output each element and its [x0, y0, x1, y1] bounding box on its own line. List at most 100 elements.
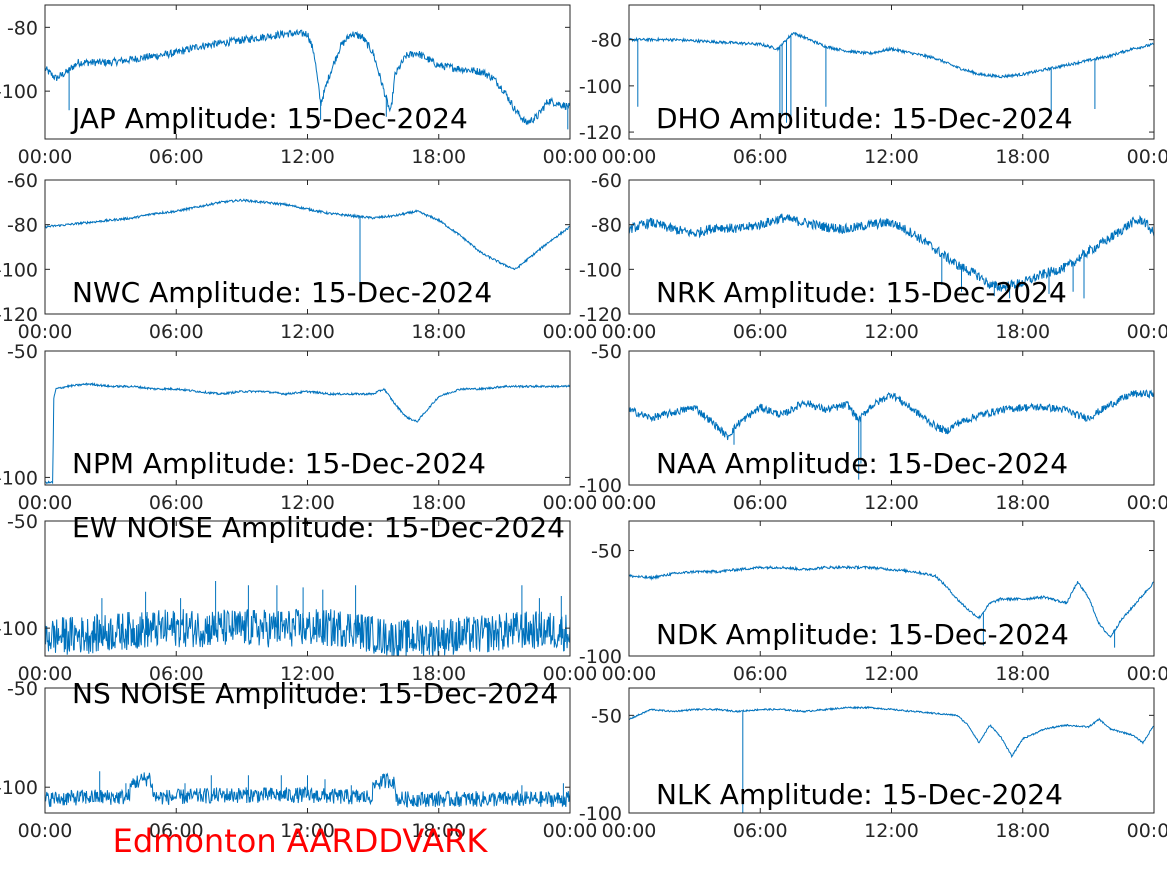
y-tick-label: -80 — [7, 215, 38, 237]
x-tick-label: 00:00 — [1127, 820, 1167, 842]
x-tick-label: 12:00 — [280, 663, 335, 685]
x-tick-label: 18:00 — [411, 492, 466, 514]
panel-title: EW NOISE Amplitude: 15-Dec-2024 — [72, 511, 565, 544]
chart-panel: 00:00 06:00 12:00 18:00 00:00 -60 -80 -100 -120 N… — [579, 170, 1167, 343]
y-tick-label: -100 — [0, 618, 38, 640]
panel-title: NWC Amplitude: 15-Dec-2024 — [72, 276, 492, 309]
x-tick-label: 00:00 — [1127, 663, 1167, 685]
chart-panel: 00:00 06:00 12:00 18:00 00:00 -50 -100 EW NOISE… — [0, 511, 597, 685]
x-tick-label: 06:00 — [149, 663, 204, 685]
x-tick-label: 00:00 — [18, 321, 73, 343]
x-tick-label: 18:00 — [995, 492, 1050, 514]
x-tick-label: 00:00 — [543, 820, 598, 842]
x-tick-label: 00:00 — [602, 820, 657, 842]
x-tick-label: 18:00 — [411, 321, 466, 343]
amplitude-trace — [45, 28, 570, 130]
station-footer-label: Edmonton AARDDVARK — [113, 822, 489, 860]
panels-layer: 00:00 06:00 12:00 18:00 00:00 -80 -100 JAP Ampl… — [0, 4, 1167, 842]
panel-title: NDK Amplitude: 15-Dec-2024 — [656, 618, 1069, 651]
x-tick-label: 06:00 — [733, 663, 788, 685]
x-tick-label: 12:00 — [864, 663, 919, 685]
y-tick-label: -100 — [579, 646, 622, 668]
panel-title: NRK Amplitude: 15-Dec-2024 — [656, 276, 1067, 309]
panel-title: DHO Amplitude: 15-Dec-2024 — [656, 102, 1073, 135]
y-tick-label: -100 — [579, 259, 622, 281]
amplitude-trace — [45, 581, 570, 656]
x-tick-label: 12:00 — [864, 492, 919, 514]
chart-panel: 00:00 06:00 12:00 18:00 00:00 -50 -100 NS NOISE… — [0, 677, 597, 842]
chart-panel: 00:00 06:00 12:00 18:00 00:00 -50 -100 NLK Ampl… — [579, 687, 1167, 842]
x-tick-label: 00:00 — [602, 146, 657, 168]
x-tick-label: 06:00 — [733, 146, 788, 168]
x-tick-label: 18:00 — [995, 146, 1050, 168]
y-tick-label: -100 — [0, 777, 38, 799]
x-tick-label: 12:00 — [864, 146, 919, 168]
x-tick-label: 00:00 — [543, 663, 598, 685]
y-tick-label: -100 — [579, 76, 622, 98]
y-tick-label: -100 — [0, 259, 38, 281]
x-tick-label: 06:00 — [149, 146, 204, 168]
x-tick-label: 00:00 — [1127, 146, 1167, 168]
chart-panel: 00:00 06:00 12:00 18:00 00:00 -80 -100 JAP Ampl… — [0, 4, 598, 168]
x-tick-label: 12:00 — [864, 820, 919, 842]
x-tick-label: 00:00 — [18, 492, 73, 514]
x-tick-label: 06:00 — [733, 321, 788, 343]
x-tick-label: 12:00 — [864, 321, 919, 343]
panel-title: JAP Amplitude: 15-Dec-2024 — [70, 102, 468, 135]
amplitude-trace — [45, 198, 570, 299]
x-tick-label: 00:00 — [18, 820, 73, 842]
y-tick-label: -60 — [591, 170, 622, 192]
y-tick-label: -80 — [7, 17, 38, 39]
x-tick-label: 18:00 — [995, 820, 1050, 842]
x-tick-label: 06:00 — [733, 492, 788, 514]
x-tick-label: 06:00 — [149, 492, 204, 514]
plot-area — [45, 180, 570, 314]
y-tick-label: -50 — [591, 705, 622, 727]
x-tick-label: 00:00 — [1127, 492, 1167, 514]
x-tick-label: 00:00 — [602, 321, 657, 343]
x-tick-label: 12:00 — [280, 820, 335, 842]
panel-title: NLK Amplitude: 15-Dec-2024 — [656, 778, 1063, 811]
x-tick-label: 00:00 — [543, 321, 598, 343]
y-tick-label: -80 — [591, 30, 622, 52]
x-tick-label: 18:00 — [411, 663, 466, 685]
x-tick-label: 00:00 — [602, 492, 657, 514]
panel-title: NPM Amplitude: 15-Dec-2024 — [72, 447, 486, 480]
plot-area — [45, 351, 570, 485]
plot-area — [629, 180, 1154, 314]
y-tick-label: -50 — [591, 341, 622, 363]
amplitude-trace — [629, 564, 1154, 648]
x-tick-label: 00:00 — [543, 492, 598, 514]
x-tick-label: 00:00 — [543, 146, 598, 168]
plot-area — [629, 5, 1154, 139]
x-tick-label: 06:00 — [733, 820, 788, 842]
x-tick-label: 00:00 — [18, 663, 73, 685]
plot-area — [629, 351, 1154, 485]
amplitude-trace — [45, 382, 570, 485]
y-tick-label: -100 — [0, 81, 38, 103]
x-tick-label: 18:00 — [411, 146, 466, 168]
y-tick-label: -50 — [7, 341, 38, 363]
x-tick-label: 00:00 — [602, 663, 657, 685]
chart-panel: 00:00 06:00 12:00 18:00 00:00 -60 -80 -100 -120 N… — [0, 170, 597, 343]
x-tick-label: 12:00 — [280, 492, 335, 514]
y-tick-label: -50 — [7, 678, 38, 700]
y-tick-label: -100 — [579, 803, 622, 825]
x-tick-label: 06:00 — [149, 820, 204, 842]
x-tick-label: 00:00 — [18, 146, 73, 168]
x-tick-label: 18:00 — [411, 820, 466, 842]
panel-title: NS NOISE Amplitude: 15-Dec-2024 — [72, 677, 558, 710]
y-tick-label: -60 — [7, 170, 38, 192]
x-tick-label: 06:00 — [149, 321, 204, 343]
y-tick-label: -120 — [0, 304, 38, 326]
x-tick-label: 18:00 — [995, 321, 1050, 343]
x-tick-label: 00:00 — [1127, 321, 1167, 343]
amplitude-trace — [629, 389, 1154, 480]
y-tick-label: -100 — [579, 475, 622, 497]
y-tick-label: -80 — [591, 215, 622, 237]
chart-panel: 00:00 06:00 12:00 18:00 00:00 -50 -100 NAA Ampl… — [579, 341, 1167, 514]
chart-panel: 00:00 06:00 12:00 18:00 00:00 -50 -100 NDK Ampl… — [579, 520, 1167, 685]
chart-panel: 00:00 06:00 12:00 18:00 00:00 -80 -100 -120 DHO … — [579, 4, 1167, 168]
chart-panel: 00:00 06:00 12:00 18:00 00:00 -50 -100 NPM Ampl… — [0, 341, 597, 514]
